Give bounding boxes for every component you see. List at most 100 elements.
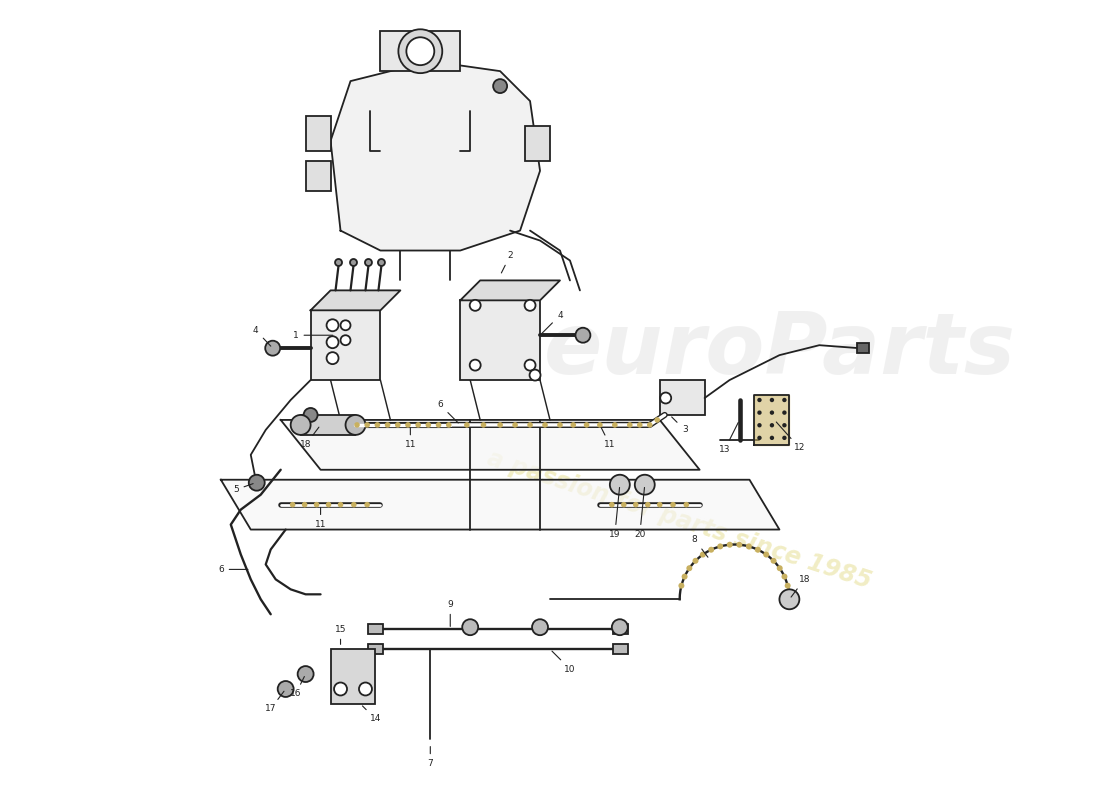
Circle shape: [575, 328, 591, 342]
Bar: [525, 126, 550, 161]
Circle shape: [670, 502, 675, 507]
Circle shape: [290, 415, 310, 435]
Polygon shape: [755, 395, 790, 445]
Bar: [613, 624, 628, 634]
Circle shape: [736, 542, 743, 548]
Circle shape: [350, 259, 358, 266]
Bar: [660, 380, 705, 415]
Circle shape: [621, 502, 627, 507]
Circle shape: [525, 300, 536, 311]
Circle shape: [654, 417, 660, 422]
Circle shape: [436, 422, 441, 428]
Circle shape: [364, 422, 370, 428]
Circle shape: [782, 436, 786, 440]
Circle shape: [513, 422, 518, 428]
Circle shape: [298, 666, 314, 682]
Circle shape: [406, 38, 434, 65]
Circle shape: [627, 422, 632, 428]
Bar: [310, 310, 381, 380]
Circle shape: [612, 422, 617, 428]
Circle shape: [493, 79, 507, 93]
Text: 20: 20: [634, 487, 646, 539]
Polygon shape: [310, 290, 400, 310]
Circle shape: [470, 300, 481, 311]
Circle shape: [770, 423, 774, 427]
Text: 8: 8: [692, 535, 708, 558]
Circle shape: [525, 360, 536, 370]
Polygon shape: [221, 480, 780, 530]
Text: 1: 1: [293, 330, 333, 340]
Circle shape: [657, 502, 662, 507]
Circle shape: [290, 502, 296, 507]
Text: 11: 11: [315, 507, 327, 529]
Circle shape: [635, 474, 654, 494]
Text: 11: 11: [601, 427, 616, 450]
Circle shape: [757, 410, 761, 415]
Circle shape: [375, 422, 381, 428]
Circle shape: [770, 436, 774, 440]
Circle shape: [249, 474, 265, 490]
Circle shape: [781, 574, 788, 579]
Circle shape: [679, 582, 684, 589]
Circle shape: [345, 415, 365, 435]
Circle shape: [481, 422, 486, 428]
Circle shape: [770, 410, 774, 415]
Text: 11: 11: [405, 428, 416, 450]
Text: 13: 13: [718, 422, 738, 454]
Circle shape: [682, 574, 688, 579]
Circle shape: [354, 422, 360, 428]
Circle shape: [782, 398, 786, 402]
Circle shape: [341, 320, 351, 330]
Circle shape: [757, 423, 761, 427]
Circle shape: [327, 319, 339, 331]
Circle shape: [497, 422, 503, 428]
Circle shape: [265, 341, 280, 356]
Text: 14: 14: [362, 706, 381, 723]
Circle shape: [645, 502, 650, 507]
Circle shape: [757, 398, 761, 402]
Circle shape: [385, 422, 390, 428]
Circle shape: [365, 259, 372, 266]
Circle shape: [529, 370, 540, 381]
Bar: [613, 644, 628, 654]
Circle shape: [470, 360, 481, 370]
Circle shape: [683, 502, 689, 507]
Bar: [368, 624, 384, 634]
Circle shape: [632, 502, 639, 507]
Circle shape: [359, 682, 372, 695]
Text: 2: 2: [502, 251, 513, 273]
Circle shape: [755, 546, 761, 553]
Circle shape: [336, 259, 342, 266]
Text: 7: 7: [428, 746, 433, 768]
Text: 4: 4: [542, 310, 563, 334]
Text: 10: 10: [552, 651, 575, 674]
Circle shape: [532, 619, 548, 635]
Circle shape: [378, 259, 385, 266]
Circle shape: [609, 474, 630, 494]
Circle shape: [571, 422, 576, 428]
Circle shape: [398, 30, 442, 73]
Bar: [300, 415, 355, 435]
Circle shape: [693, 558, 698, 564]
Circle shape: [708, 546, 714, 553]
Circle shape: [277, 681, 294, 697]
Circle shape: [542, 422, 548, 428]
Bar: [381, 31, 460, 71]
Bar: [331, 649, 375, 704]
Circle shape: [327, 352, 339, 364]
Text: 15: 15: [334, 625, 346, 644]
Text: 16: 16: [290, 677, 305, 698]
Circle shape: [782, 410, 786, 415]
Circle shape: [304, 408, 318, 422]
Text: a passion for parts since 1985: a passion for parts since 1985: [484, 446, 874, 594]
Circle shape: [446, 422, 451, 428]
Text: 5: 5: [233, 484, 253, 494]
Circle shape: [612, 619, 628, 635]
Circle shape: [609, 502, 615, 507]
Circle shape: [757, 436, 761, 440]
Circle shape: [637, 422, 642, 428]
Circle shape: [647, 422, 652, 428]
Circle shape: [464, 422, 470, 428]
Text: 12: 12: [777, 422, 805, 452]
Bar: [306, 161, 331, 190]
